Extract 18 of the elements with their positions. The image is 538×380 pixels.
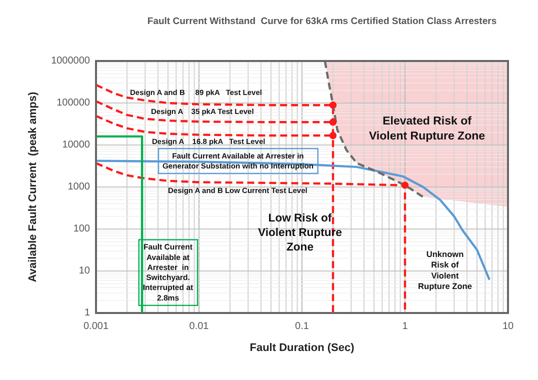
y-tick-label: 100000 <box>56 98 90 109</box>
x-axis-title: Fault Duration (Sec) <box>250 342 355 354</box>
y-tick-label: 10000 <box>62 140 90 151</box>
y-tick-label: 10 <box>78 266 90 277</box>
x-tick-label: 0.1 <box>295 321 310 332</box>
chart-title: Fault Current Withstand Curve for 63kA rms Certified Station Class Arresters <box>147 16 497 27</box>
x-tick-label: 0.001 <box>83 321 109 332</box>
annotation: Elevated Risk of Violent Rupture Zone <box>368 116 486 143</box>
x-tick-label: 10 <box>502 321 514 332</box>
y-tick-label: 100 <box>73 224 90 235</box>
y-tick-label: 1000 <box>68 182 90 193</box>
x-tick-label: 0.01 <box>189 321 210 332</box>
y-axis-title: Available Fault Current (peak amps) <box>27 92 39 282</box>
y-tick-label: 1000000 <box>51 56 90 67</box>
annotation: Low Risk of Violent Rupture Zone <box>258 212 342 254</box>
annotation: Unknown Risk of Violent Rupture Zone <box>418 249 472 292</box>
x-tick-label: 1 <box>402 321 408 332</box>
y-tick-label: 1 <box>84 308 90 319</box>
